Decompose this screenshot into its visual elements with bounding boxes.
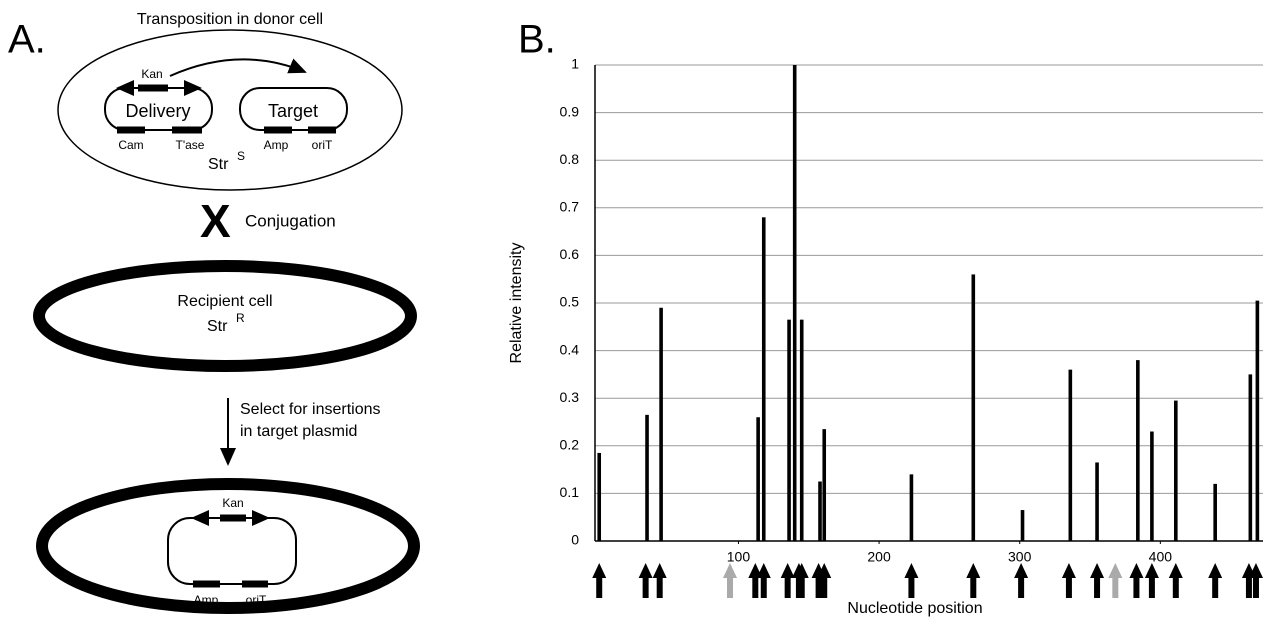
- x-tick-label: 100: [727, 549, 751, 565]
- site-arrow: [652, 563, 667, 598]
- bar: [1095, 462, 1099, 541]
- product-plasmid: [167, 517, 297, 585]
- y-tick-label: 0.1: [560, 484, 580, 500]
- y-tick-label: 0.5: [560, 294, 580, 310]
- step-label: Select for insertions: [240, 401, 381, 418]
- bar: [1255, 300, 1260, 541]
- site-arrow: [1014, 563, 1029, 598]
- panel-b: B. Relative intensity Nucleotide positio…: [508, 18, 1263, 617]
- gene-label: oriT: [312, 138, 333, 152]
- panel-label: A.: [8, 18, 46, 62]
- step-label: in target plasmid: [240, 423, 357, 440]
- y-tick-label: 0.4: [560, 341, 580, 357]
- site-arrow: [904, 563, 919, 598]
- gene-label: Amp: [194, 593, 219, 607]
- y-tick-label: 0.2: [560, 437, 580, 453]
- bar: [645, 414, 649, 541]
- bar: [818, 481, 822, 541]
- y-tick-label: 0.9: [560, 103, 580, 119]
- bar: [787, 319, 791, 541]
- site-arrow: [966, 563, 981, 598]
- panel-label: B.: [518, 18, 556, 62]
- site-arrow: [592, 563, 607, 598]
- step-label: Conjugation: [245, 211, 336, 230]
- bar: [909, 474, 914, 541]
- site-arrow: [1168, 563, 1183, 598]
- marker: Str: [208, 156, 229, 173]
- gene-label: T'ase: [176, 138, 205, 152]
- marker-sup: S: [237, 149, 245, 163]
- title: Transposition in donor cell: [137, 11, 323, 28]
- x-axis-label: Nucleotide position: [847, 600, 982, 617]
- site-arrow: [794, 563, 809, 598]
- bar: [1020, 510, 1025, 541]
- bar: [1248, 374, 1253, 541]
- site-arrow: [1108, 563, 1123, 598]
- gene-label: oriT: [246, 593, 267, 607]
- y-tick-label: 0.3: [560, 389, 580, 405]
- bar: [792, 65, 797, 541]
- x-tick-label: 300: [1008, 549, 1032, 565]
- site-arrow: [1208, 563, 1223, 598]
- site-arrow: [638, 563, 653, 598]
- product-cell: [36, 478, 420, 614]
- bar: [1136, 360, 1140, 541]
- site-arrow: [748, 563, 763, 598]
- bar: [799, 319, 804, 541]
- gene-label: Amp: [264, 138, 289, 152]
- x-tick-label: 200: [867, 549, 891, 565]
- site-arrow: [817, 563, 832, 598]
- gene-label: Kan: [141, 67, 162, 81]
- site-arrow: [1248, 563, 1263, 598]
- bar: [659, 307, 663, 541]
- site-arrow: [1090, 563, 1105, 598]
- panel-a: A. Transposition in donor cell Kan Deliv…: [8, 11, 420, 614]
- site-arrow: [780, 563, 795, 598]
- bar: [1150, 431, 1154, 541]
- y-tick-label: 0.8: [560, 151, 580, 167]
- y-tick-label: 0.6: [560, 246, 580, 262]
- donor-cell: [57, 29, 403, 191]
- bar: [761, 217, 766, 541]
- bar: [971, 274, 976, 541]
- cross: X: [200, 195, 231, 247]
- marker: Str: [207, 318, 228, 335]
- cell-label: Recipient cell: [177, 293, 272, 310]
- bar: [1213, 483, 1217, 541]
- site-arrow: [1144, 563, 1159, 598]
- bar: [1068, 369, 1073, 541]
- bar: [822, 429, 827, 541]
- gene-label: Kan: [222, 496, 243, 510]
- gene-label: Cam: [118, 138, 143, 152]
- bar: [1174, 400, 1178, 541]
- site-arrow: [1061, 563, 1076, 598]
- plasmid-label: Delivery: [125, 101, 190, 121]
- site-arrow: [723, 563, 738, 598]
- bar: [756, 417, 760, 541]
- x-tick-label: 400: [1149, 549, 1173, 565]
- arrow: [169, 58, 307, 77]
- y-tick-label: 1: [571, 56, 579, 72]
- recipient-cell: [33, 260, 417, 372]
- marker-sup: R: [236, 311, 245, 325]
- target-plasmid: [239, 87, 348, 131]
- site-arrow: [1129, 563, 1144, 598]
- bar: [597, 452, 602, 541]
- site-arrow: [756, 563, 771, 598]
- y-tick-label: 0.7: [560, 199, 580, 215]
- y-tick-label: 0: [571, 532, 579, 548]
- plasmid-label: Target: [268, 101, 318, 121]
- y-axis-label: Relative intensity: [508, 243, 525, 364]
